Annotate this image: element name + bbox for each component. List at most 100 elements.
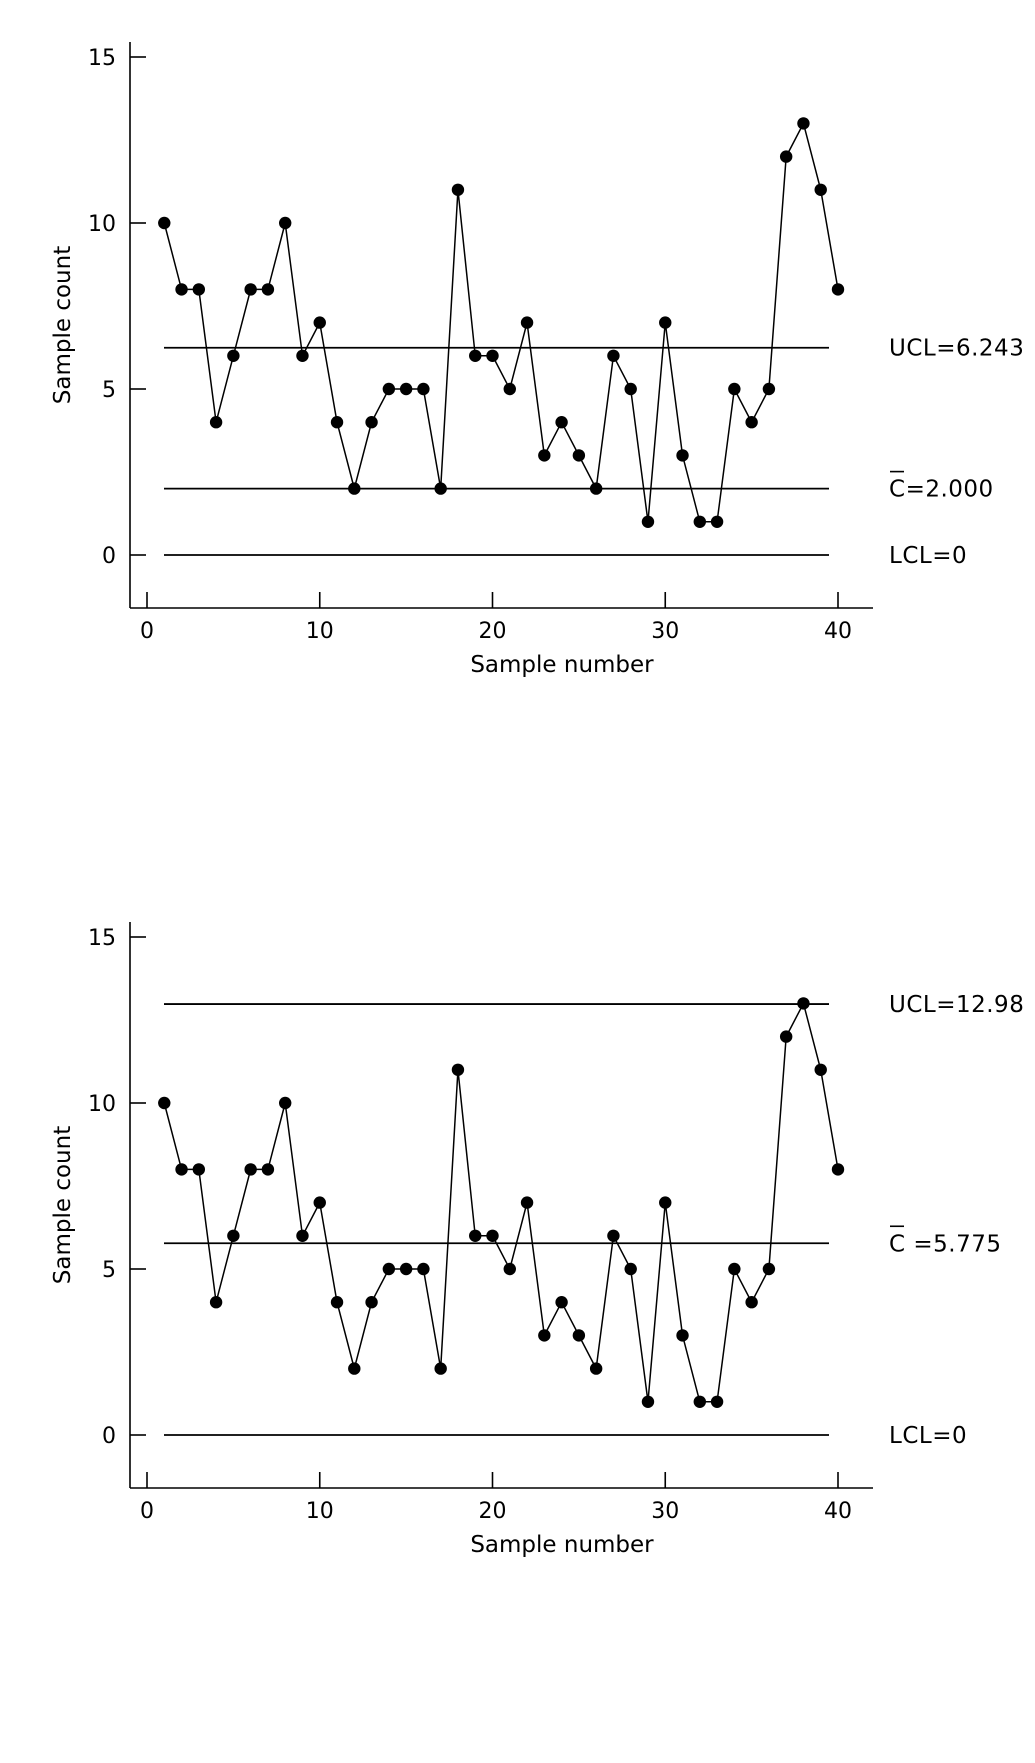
data-point: [607, 1229, 620, 1242]
data-point: [209, 1296, 223, 1309]
data-point: [762, 382, 776, 396]
center-line-symbol: C: [889, 1231, 906, 1257]
data-point: [676, 1329, 689, 1342]
data-point: [693, 515, 706, 528]
x-tick-label: 0: [140, 1499, 154, 1524]
data-point: [659, 1196, 672, 1209]
data-point: [313, 1196, 326, 1209]
data-point: [399, 1262, 413, 1276]
data-point: [728, 1262, 741, 1276]
data-point: [538, 449, 551, 462]
y-tick-label: 15: [88, 46, 116, 71]
y-tick-label: 15: [88, 926, 116, 951]
y-axis-title: Sample count: [50, 246, 76, 404]
x-axis-title: Sample number: [470, 1532, 654, 1558]
reference-line-label: LCL=0: [889, 543, 967, 569]
y-tick-label: 10: [88, 212, 116, 237]
data-point: [797, 117, 810, 130]
data-point: [175, 283, 188, 296]
data-point: [365, 1296, 378, 1309]
series-group: [158, 117, 845, 528]
x-tick-label: 20: [479, 619, 507, 644]
data-point: [296, 1229, 309, 1242]
axes: [129, 42, 873, 609]
y-tick-label: 5: [102, 1258, 116, 1283]
data-point: [261, 283, 275, 296]
data-point: [348, 482, 361, 495]
data-point: [279, 216, 292, 230]
data-point: [451, 183, 465, 196]
data-point: [227, 349, 240, 362]
data-point: [434, 1362, 447, 1375]
data-point: [728, 382, 741, 396]
x-tick-label: 30: [651, 1499, 679, 1524]
reference-line-label: UCL=6.243: [889, 336, 1024, 362]
data-point: [779, 150, 793, 163]
data-point: [710, 515, 724, 528]
series-line: [163, 1001, 839, 1403]
data-point: [209, 416, 223, 429]
data-point: [797, 997, 810, 1010]
y-axis-title: Sample count: [50, 1126, 76, 1284]
center-line-symbol: C: [889, 477, 906, 503]
x-tick-label: 20: [479, 1499, 507, 1524]
x-tick-label: 10: [306, 1499, 334, 1524]
axes: [129, 922, 873, 1489]
data-point: [693, 1395, 706, 1408]
data-point: [330, 416, 344, 429]
data-point: [296, 349, 309, 362]
tick-group: 0 10 20 30 40 0 5 10 15: [88, 46, 852, 644]
data-point: [417, 1262, 430, 1276]
data-point: [572, 1329, 586, 1342]
data-point: [434, 482, 447, 495]
center-line-value: =2.000: [906, 477, 994, 503]
data-point: [555, 1296, 568, 1309]
data-point: [451, 1063, 465, 1076]
data-point: [589, 1362, 603, 1375]
data-point: [641, 515, 655, 528]
data-point: [486, 1229, 499, 1242]
data-point: [192, 283, 206, 296]
data-point: [624, 382, 637, 396]
x-tick-label: 30: [651, 619, 679, 644]
reference-line-label: UCL=12.98: [889, 992, 1024, 1018]
x-tick-label: 0: [140, 619, 154, 644]
data-point: [244, 283, 257, 296]
data-point: [831, 1163, 845, 1176]
data-point: [158, 1096, 171, 1110]
data-point: [659, 316, 672, 329]
data-point: [745, 1296, 758, 1309]
data-point: [313, 316, 326, 329]
data-point: [469, 1229, 482, 1242]
data-point: [624, 1262, 637, 1276]
control-chart-1: 0 10 20 30 40 0 5 10 15 UCL=6.243 C=2.000 LCL=0 Sa…: [50, 42, 1024, 678]
series-line: [163, 121, 839, 523]
data-point: [762, 1262, 776, 1276]
data-point: [244, 1163, 257, 1176]
data-point: [175, 1163, 188, 1176]
data-point: [469, 349, 482, 362]
reference-line-label: LCL=0: [889, 1423, 967, 1449]
data-point: [486, 349, 499, 362]
data-point: [745, 416, 758, 429]
tick-group: 0 10 20 30 40 0 5 10 15: [88, 926, 852, 1524]
data-point: [382, 382, 396, 396]
data-point: [589, 482, 603, 495]
data-point: [417, 382, 430, 396]
y-tick-label: 0: [102, 544, 116, 569]
data-point: [330, 1296, 344, 1309]
data-point: [831, 283, 845, 296]
data-point: [158, 216, 171, 230]
data-point: [572, 449, 586, 462]
series-group: [158, 997, 845, 1408]
data-point: [399, 382, 413, 396]
y-tick-label: 10: [88, 1092, 116, 1117]
x-tick-label: 10: [306, 619, 334, 644]
center-line-value: =5.775: [906, 1231, 1002, 1257]
data-point: [365, 416, 378, 429]
data-point: [520, 1196, 534, 1209]
data-point: [814, 183, 827, 196]
data-point: [555, 416, 568, 429]
y-tick-label: 5: [102, 378, 116, 403]
x-axis-title: Sample number: [470, 652, 654, 678]
